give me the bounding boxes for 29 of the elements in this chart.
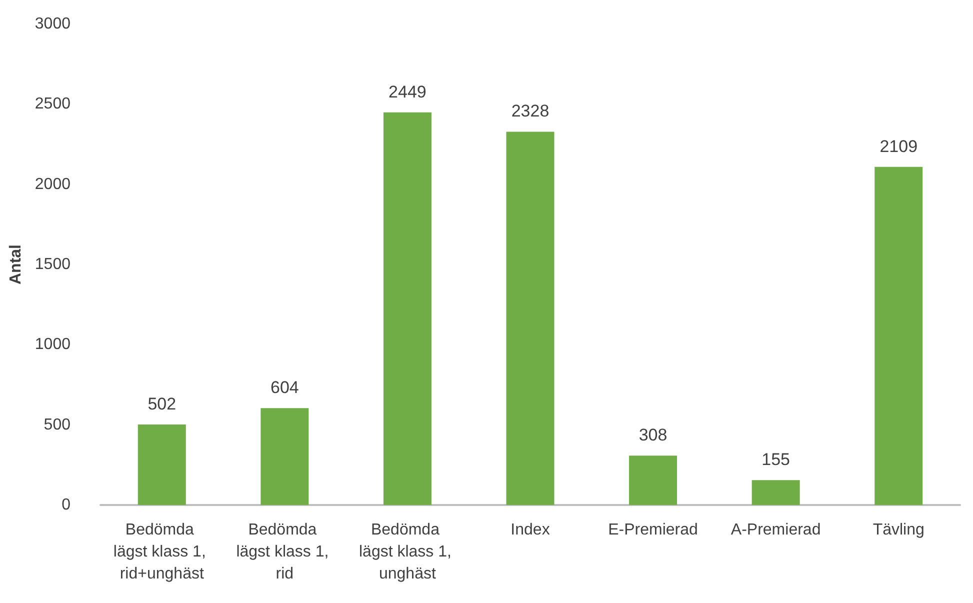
data-label: 2328 xyxy=(511,102,550,121)
bar xyxy=(752,480,800,505)
bar xyxy=(260,408,309,505)
y-tick-label: 3000 xyxy=(34,16,71,32)
bar xyxy=(138,424,186,505)
x-tick-label: Tävling xyxy=(872,522,924,538)
y-tick-label: 1000 xyxy=(34,336,71,354)
data-label: 2449 xyxy=(388,82,426,102)
y-tick-label: 1500 xyxy=(34,256,71,273)
y-tick-label: 500 xyxy=(44,416,71,434)
y-axis-title: Antal xyxy=(8,244,24,284)
data-label: 502 xyxy=(148,394,176,414)
data-label: 155 xyxy=(762,450,790,470)
x-tick-label: Bedömda lägst klass 1, rid+unghäst xyxy=(113,522,210,582)
bar xyxy=(874,166,923,505)
y-tick-label: 0 xyxy=(62,496,71,514)
data-label: 604 xyxy=(270,378,299,398)
bar xyxy=(506,132,554,505)
bar xyxy=(383,112,432,505)
data-label: 308 xyxy=(638,426,668,445)
x-tick-label: Bedömda lägst klass 1, unghäst xyxy=(358,522,456,582)
y-tick-label: 2500 xyxy=(34,96,71,113)
x-tick-label: Index xyxy=(510,522,550,538)
x-tick-label: Bedömda lägst klass 1, rid xyxy=(236,522,334,582)
y-tick-label: 2000 xyxy=(34,176,71,193)
x-tick-label: E-Premierad xyxy=(608,522,698,538)
bar xyxy=(629,456,678,505)
x-tick-label: A-Premierad xyxy=(730,522,821,538)
data-label: 2109 xyxy=(880,136,918,156)
